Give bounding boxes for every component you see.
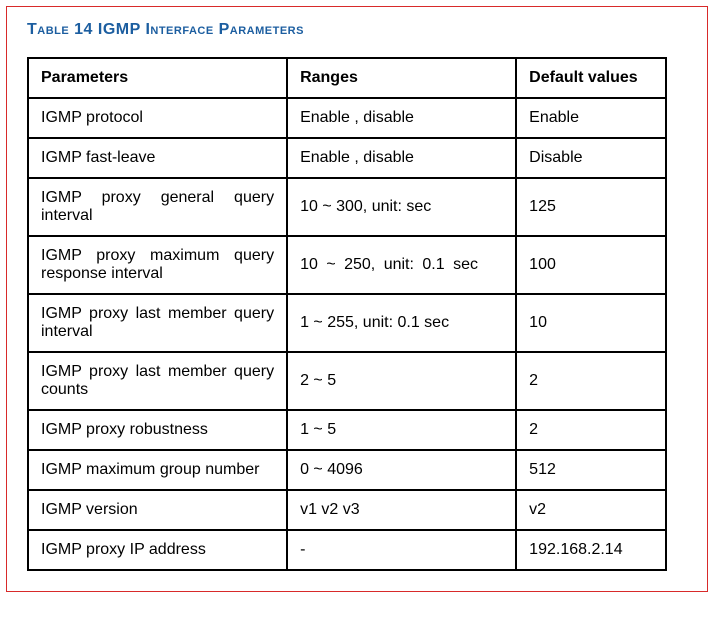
cell-parameters: IGMP proxy last member query interval — [28, 294, 287, 352]
table-header-row: Parameters Ranges Default values — [28, 58, 666, 98]
cell-default: 10 — [516, 294, 666, 352]
header-ranges: Ranges — [287, 58, 516, 98]
page-frame: Table 14 IGMP Interface Parameters Param… — [6, 6, 708, 592]
table-row: IGMP proxy general query interval 10 ~ 3… — [28, 178, 666, 236]
table-row: IGMP proxy IP address - 192.168.2.14 — [28, 530, 666, 570]
cell-parameters: IGMP proxy maximum query response interv… — [28, 236, 287, 294]
cell-default: 192.168.2.14 — [516, 530, 666, 570]
header-default: Default values — [516, 58, 666, 98]
cell-ranges: v1 v2 v3 — [287, 490, 516, 530]
table-title: Table 14 IGMP Interface Parameters — [27, 21, 687, 39]
cell-parameters: IGMP proxy IP address — [28, 530, 287, 570]
table-row: IGMP version v1 v2 v3 v2 — [28, 490, 666, 530]
cell-parameters: IGMP proxy robustness — [28, 410, 287, 450]
cell-parameters: IGMP proxy general query interval — [28, 178, 287, 236]
cell-default: 2 — [516, 352, 666, 410]
table-row: IGMP fast-leave Enable , disable Disable — [28, 138, 666, 178]
cell-default: 100 — [516, 236, 666, 294]
cell-ranges: 10 ~ 300, unit: sec — [287, 178, 516, 236]
cell-default: 2 — [516, 410, 666, 450]
cell-default: v2 — [516, 490, 666, 530]
table-row: IGMP proxy robustness 1 ~ 5 2 — [28, 410, 666, 450]
header-parameters: Parameters — [28, 58, 287, 98]
cell-ranges: 2 ~ 5 — [287, 352, 516, 410]
cell-parameters: IGMP maximum group number — [28, 450, 287, 490]
cell-ranges: Enable , disable — [287, 98, 516, 138]
cell-default: Enable — [516, 98, 666, 138]
table-row: IGMP protocol Enable , disable Enable — [28, 98, 666, 138]
cell-parameters: IGMP proxy last member query counts — [28, 352, 287, 410]
table-row: IGMP proxy last member query interval 1 … — [28, 294, 666, 352]
cell-ranges: 10 ~ 250, unit: 0.1 sec — [287, 236, 516, 294]
cell-parameters: IGMP fast-leave — [28, 138, 287, 178]
cell-default: Disable — [516, 138, 666, 178]
cell-default: 512 — [516, 450, 666, 490]
cell-ranges: 0 ~ 4096 — [287, 450, 516, 490]
cell-ranges: Enable , disable — [287, 138, 516, 178]
cell-ranges: 1 ~ 255, unit: 0.1 sec — [287, 294, 516, 352]
cell-default: 125 — [516, 178, 666, 236]
cell-ranges: - — [287, 530, 516, 570]
table-row: IGMP proxy last member query counts 2 ~ … — [28, 352, 666, 410]
cell-ranges: 1 ~ 5 — [287, 410, 516, 450]
igmp-params-table: Parameters Ranges Default values IGMP pr… — [27, 57, 667, 571]
cell-parameters: IGMP version — [28, 490, 287, 530]
table-row: IGMP proxy maximum query response interv… — [28, 236, 666, 294]
cell-parameters: IGMP protocol — [28, 98, 287, 138]
table-row: IGMP maximum group number 0 ~ 4096 512 — [28, 450, 666, 490]
